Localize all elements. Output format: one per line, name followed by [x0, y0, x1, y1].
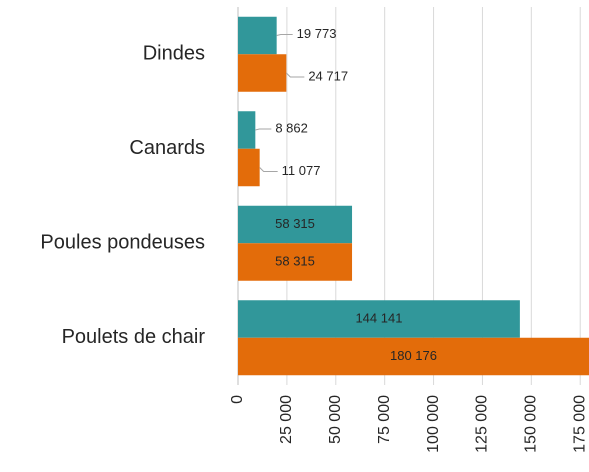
leader-line: [285, 72, 305, 78]
bar: [238, 300, 520, 338]
data-label: 24 717: [308, 68, 348, 83]
x-tick-label: 25 000: [278, 395, 295, 444]
data-label: 8 862: [275, 120, 308, 135]
x-tick-label: 50 000: [327, 395, 344, 444]
y-tick-label: Dindes: [143, 43, 205, 65]
bar: [238, 16, 277, 55]
x-tick-label: 125 000: [474, 395, 491, 453]
data-label: 58 315: [275, 253, 315, 268]
x-tick-label: 0: [229, 395, 246, 404]
leader-line: [276, 34, 293, 36]
data-label: 19 773: [297, 26, 337, 41]
data-label: 58 315: [275, 216, 315, 231]
bar: [238, 148, 260, 187]
data-label: 180 176: [390, 348, 437, 363]
data-label: 11 077: [282, 163, 321, 178]
x-tick-label: 75 000: [376, 395, 393, 444]
y-tick-label: Canards: [129, 137, 205, 159]
bar: [238, 205, 353, 244]
bar: [238, 243, 353, 281]
y-tick-label: Poulets de chair: [62, 326, 206, 348]
x-tick-label: 175 000: [571, 395, 588, 453]
bar: [238, 54, 287, 92]
leader-line: [255, 128, 272, 131]
leader-line: [259, 167, 278, 172]
data-label: 144 141: [355, 310, 402, 325]
x-tick-label: 150 000: [523, 395, 540, 453]
x-tick-label: 100 000: [425, 395, 442, 453]
bar: [238, 111, 256, 149]
bar: [238, 337, 589, 376]
y-tick-label: Poules pondeuses: [40, 232, 205, 254]
